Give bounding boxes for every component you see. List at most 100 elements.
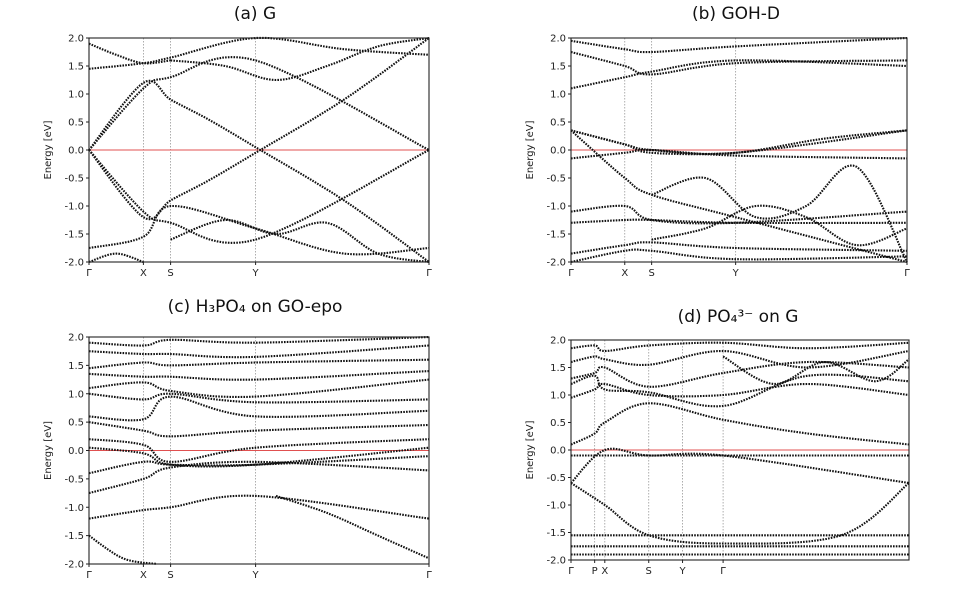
band-line xyxy=(88,460,430,495)
band-line xyxy=(570,373,910,408)
band-line xyxy=(88,358,430,370)
y-tick-label: 0.0 xyxy=(550,446,566,457)
band-line xyxy=(570,218,907,225)
band-line xyxy=(651,204,908,247)
y-axis-label: Energy [eV] xyxy=(525,120,536,179)
band-line xyxy=(570,36,908,54)
band-line xyxy=(88,494,430,520)
y-tick-label: 1.5 xyxy=(550,62,566,73)
y-tick-label: 0.0 xyxy=(68,446,84,457)
x-tick-label: Γ xyxy=(568,566,574,577)
y-tick-label: -0.5 xyxy=(546,473,566,484)
x-tick-label: Y xyxy=(252,570,260,581)
x-tick-label: P xyxy=(592,566,598,577)
y-tick-label: -1.5 xyxy=(546,230,566,241)
band-line xyxy=(570,248,908,264)
x-tick-label: S xyxy=(646,566,652,577)
x-tick-label: X xyxy=(140,570,147,581)
x-tick-label: Y xyxy=(252,268,260,279)
y-tick-label: -2.0 xyxy=(64,560,84,571)
y-tick-label: -0.5 xyxy=(64,174,84,185)
x-tick-label: S xyxy=(648,268,654,279)
panel-d-title: (d) PO₄³⁻ on G xyxy=(677,307,799,327)
y-tick-label: -2.0 xyxy=(64,258,84,269)
panel-c-title: (c) H₃PO₄ on GO-epo xyxy=(167,297,343,317)
band-line xyxy=(88,149,430,244)
y-tick-label: 2.0 xyxy=(550,336,566,347)
band-line xyxy=(570,204,908,225)
x-tick-label: X xyxy=(621,268,628,279)
band-line xyxy=(570,402,910,446)
x-tick-label: Γ xyxy=(720,566,726,577)
panel-c: (c) H₃PO₄ on GO-epo 2.0 1.5 1.0 0.5 0.0 -0.5 -… xyxy=(0,295,478,590)
band-line xyxy=(170,218,430,264)
panel-d: (d) PO₄³⁻ on G 2.0 1.5 1.0 0.5 0.0 -0.5 -1.0 -1… xyxy=(478,295,956,590)
panel-a-plot: 2.01.51.00.50.0-0.5-1.0-1.5-2.0Γ X S Y ΓEner… xyxy=(43,34,432,280)
y-axis-label: Energy [eV] xyxy=(43,120,54,179)
panel-a-title: (a) G xyxy=(233,4,277,24)
x-tick-label: Γ xyxy=(426,268,432,279)
band-line xyxy=(88,252,144,263)
band-line xyxy=(88,446,430,468)
y-tick-label: 2.0 xyxy=(550,34,566,45)
x-tick-label: Γ xyxy=(426,570,432,581)
x-tick-label: Γ xyxy=(568,268,574,279)
y-tick-label: 1.5 xyxy=(68,62,84,73)
y-tick-label: 0.0 xyxy=(68,146,84,157)
band-line xyxy=(88,344,430,359)
y-tick-label: -1.0 xyxy=(64,503,84,514)
band-line xyxy=(570,241,908,255)
y-tick-label: 0.5 xyxy=(68,418,84,429)
band-line xyxy=(570,129,908,264)
band-line xyxy=(88,395,430,422)
band-line xyxy=(570,50,908,76)
y-tick-label: 1.5 xyxy=(68,361,84,372)
band-line xyxy=(570,59,908,90)
y-tick-label: -1.5 xyxy=(64,531,84,542)
panel-d-plot: 2.01.51.00.50.0-0.5-1.0-1.5-2.0Γ P X S Y ΓEne… xyxy=(525,336,910,577)
panel-c-plot: 2.01.51.00.50.0-0.5-1.0-1.5-2.0Γ X S Y ΓEner… xyxy=(43,333,432,582)
band-line xyxy=(88,370,430,381)
band-line xyxy=(88,79,430,263)
band-line xyxy=(88,438,430,463)
x-tick-label: Y xyxy=(732,268,740,279)
band-line xyxy=(651,164,908,263)
y-tick-label: 1.0 xyxy=(68,90,84,101)
y-tick-label: -2.0 xyxy=(546,556,566,567)
band-line xyxy=(88,42,171,65)
y-axis-label: Energy [eV] xyxy=(43,421,54,480)
band-line xyxy=(570,341,910,353)
y-tick-label: -2.0 xyxy=(546,258,566,269)
band-line xyxy=(88,534,158,566)
y-axis-label: Energy [eV] xyxy=(525,420,536,479)
band-line xyxy=(570,482,910,545)
y-tick-label: 0.5 xyxy=(550,118,566,129)
band-line xyxy=(570,382,910,399)
x-tick-label: X xyxy=(140,268,147,279)
y-tick-label: 2.0 xyxy=(68,34,84,45)
y-tick-label: -1.5 xyxy=(546,528,566,539)
y-tick-label: 0.5 xyxy=(550,418,566,429)
y-tick-label: 0.5 xyxy=(68,118,84,129)
x-tick-label: S xyxy=(167,570,173,581)
band-line xyxy=(570,349,910,369)
y-tick-label: -1.5 xyxy=(64,230,84,241)
y-tick-label: 1.0 xyxy=(550,391,566,402)
x-tick-label: Y xyxy=(678,566,686,577)
panel-b-title: (b) GOH-D xyxy=(691,4,781,24)
y-tick-label: 1.0 xyxy=(550,90,566,101)
band-line xyxy=(88,335,430,347)
panel-b-plot: 2.01.51.00.50.0-0.5-1.0-1.5-2.0Γ X S Y ΓEner… xyxy=(525,34,910,280)
band-line xyxy=(88,204,430,256)
band-line xyxy=(88,392,430,404)
band-line xyxy=(570,360,910,388)
y-tick-label: -1.0 xyxy=(64,202,84,213)
band-line xyxy=(275,494,430,560)
y-tick-label: -1.0 xyxy=(546,202,566,213)
band-line xyxy=(88,421,430,438)
y-tick-label: -0.5 xyxy=(64,474,84,485)
band-line xyxy=(570,447,910,485)
y-tick-label: 1.0 xyxy=(68,389,84,400)
y-tick-label: -0.5 xyxy=(546,174,566,185)
x-tick-label: Γ xyxy=(904,268,910,279)
